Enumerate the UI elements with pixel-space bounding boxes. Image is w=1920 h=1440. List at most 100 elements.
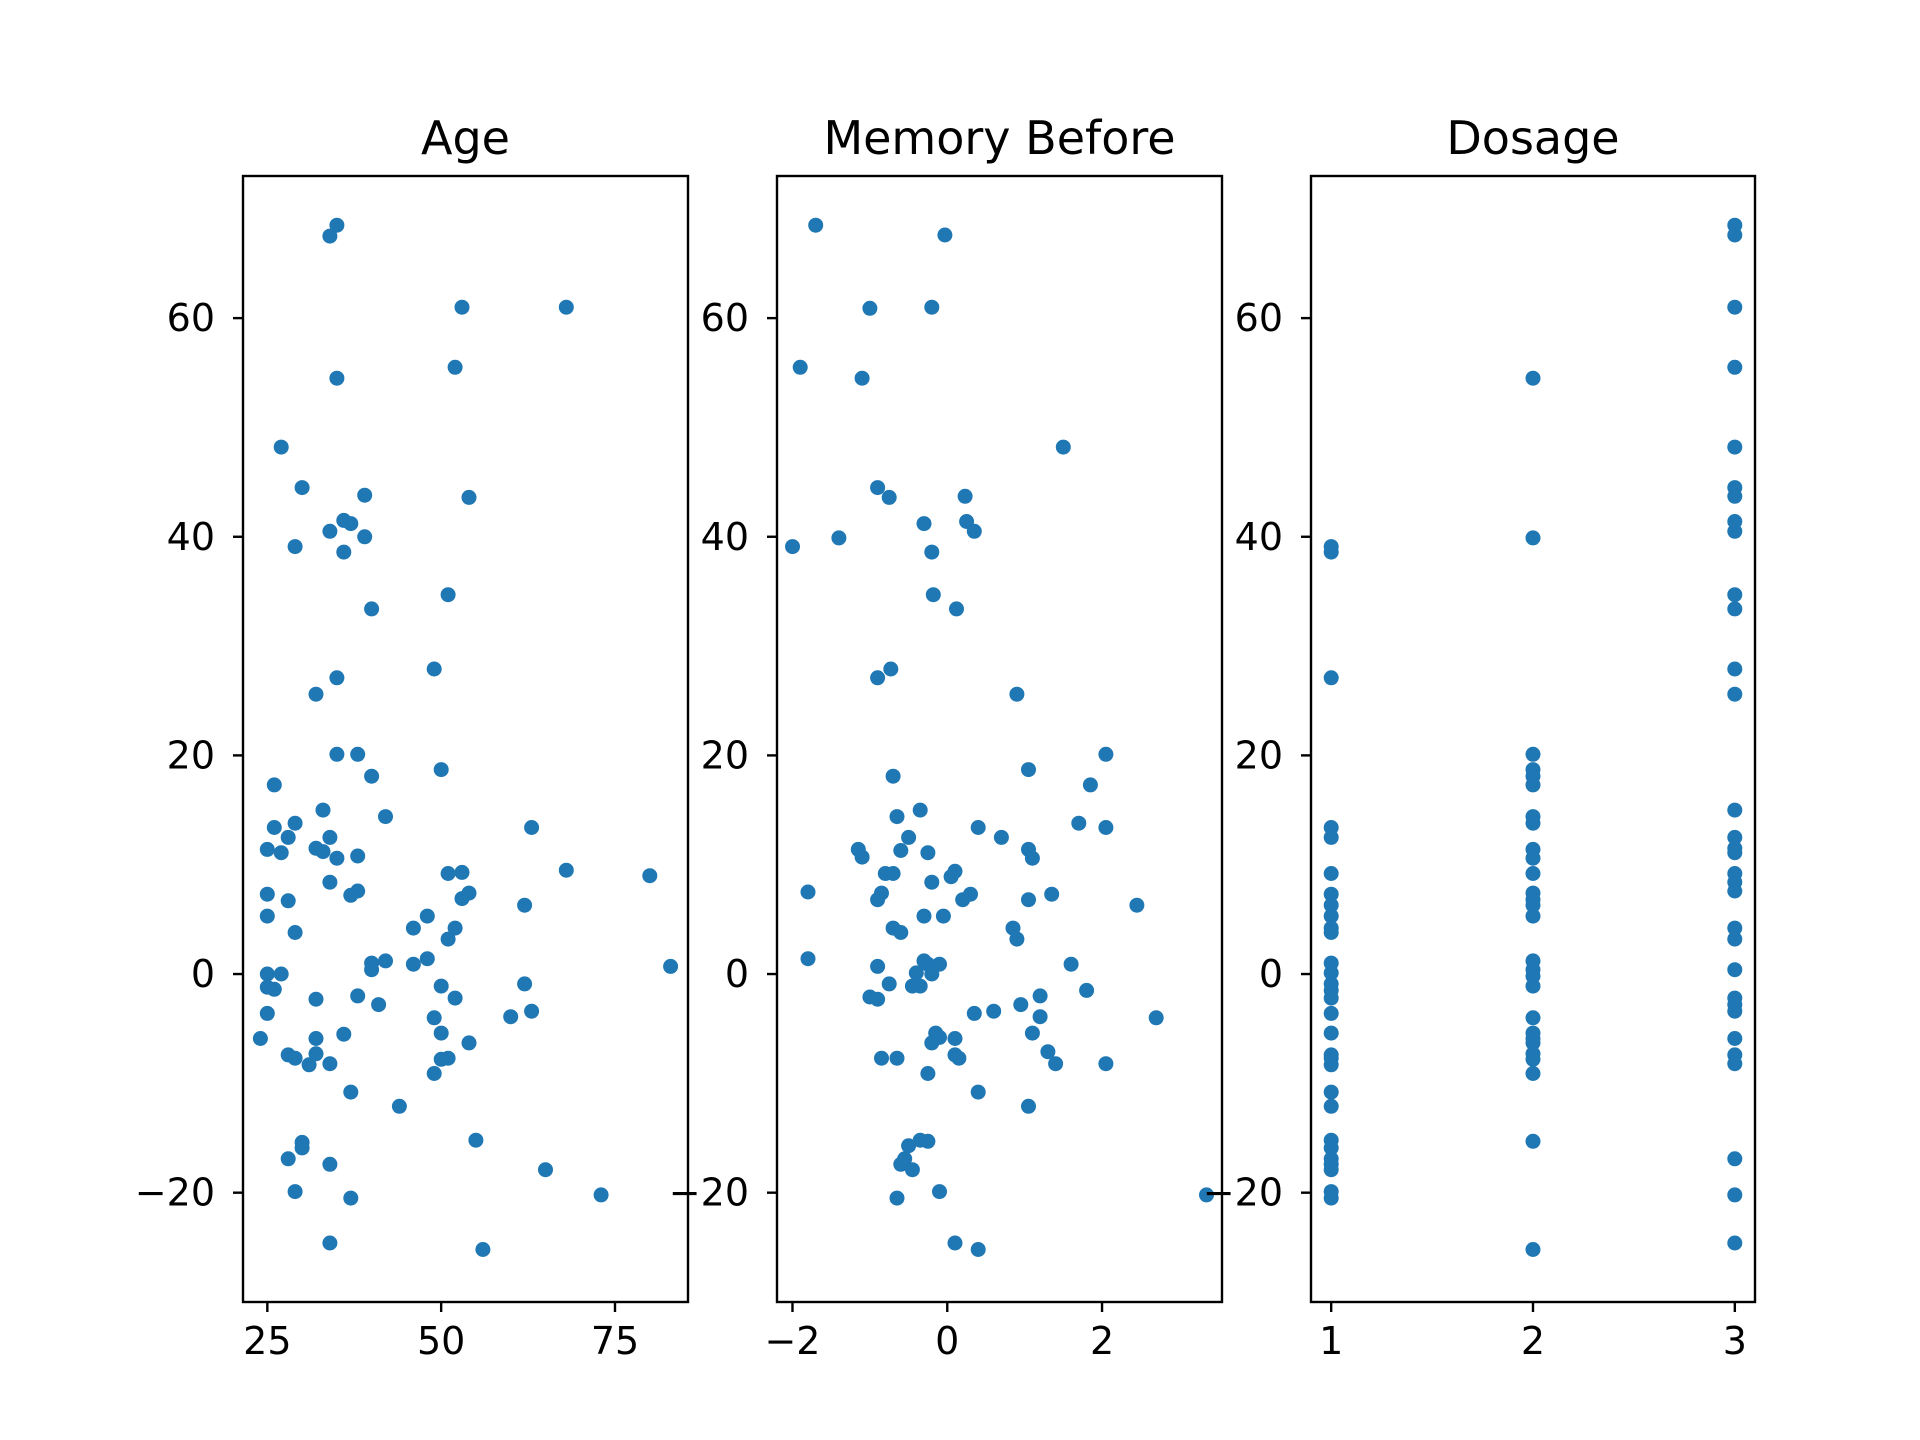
data-point <box>280 829 296 845</box>
data-point <box>1525 370 1541 386</box>
data-point <box>1082 777 1098 793</box>
data-point <box>1727 299 1743 315</box>
data-point <box>287 1050 303 1066</box>
data-point <box>287 1184 303 1200</box>
data-point <box>1727 1235 1743 1251</box>
data-point <box>800 951 816 967</box>
data-point <box>1525 908 1541 924</box>
data-point <box>329 850 345 866</box>
data-point <box>893 1156 909 1172</box>
data-point <box>1727 1003 1743 1019</box>
data-point <box>322 228 338 244</box>
data-point <box>854 849 870 865</box>
data-point <box>912 802 928 818</box>
data-point <box>792 359 808 375</box>
data-point <box>1021 762 1036 778</box>
data-point <box>329 217 345 233</box>
data-point <box>468 1132 484 1148</box>
data-point <box>433 762 449 778</box>
axes-frame <box>1309 174 1757 1304</box>
data-point <box>1727 920 1743 936</box>
data-point <box>854 370 870 386</box>
data-point <box>1323 1005 1339 1021</box>
data-point <box>461 885 477 901</box>
data-point <box>1727 802 1743 818</box>
data-point <box>343 1190 359 1206</box>
data-point <box>308 1031 324 1046</box>
data-point <box>901 829 917 845</box>
data-point <box>881 976 897 992</box>
scatter-points <box>252 217 679 1257</box>
data-point <box>1727 488 1743 504</box>
data-point <box>937 227 953 243</box>
data-point <box>322 829 338 845</box>
data-point <box>343 887 359 903</box>
data-point <box>916 908 932 924</box>
data-point <box>1727 587 1743 603</box>
data-point <box>966 1005 982 1021</box>
data-point <box>322 1056 338 1072</box>
data-point <box>1323 866 1339 881</box>
x-tick-label: 2 <box>1521 1319 1545 1363</box>
data-point <box>883 661 899 677</box>
data-point <box>426 1010 442 1026</box>
data-point <box>1323 1057 1339 1073</box>
data-point <box>433 1025 449 1041</box>
data-point <box>329 670 345 686</box>
data-point <box>1009 686 1025 702</box>
data-point <box>266 981 282 997</box>
data-point <box>1323 670 1339 686</box>
data-point <box>874 1050 889 1066</box>
data-point <box>951 1050 967 1066</box>
data-point <box>315 802 331 818</box>
data-point <box>503 1009 519 1025</box>
data-point <box>1727 227 1743 243</box>
y-tick-label: 40 <box>1235 515 1283 559</box>
data-point <box>947 1031 963 1046</box>
data-point <box>1079 982 1095 998</box>
y-tick-label: −20 <box>1203 1171 1283 1215</box>
data-point <box>970 1084 986 1100</box>
subplot-title: Memory Before <box>823 111 1175 165</box>
data-point <box>1323 544 1339 560</box>
data-point <box>329 370 345 386</box>
data-point <box>259 841 275 857</box>
data-point <box>593 1187 609 1203</box>
data-point <box>1727 439 1743 455</box>
data-point <box>831 530 847 546</box>
data-point <box>901 1138 917 1154</box>
data-point <box>336 544 352 560</box>
data-point <box>889 1050 905 1066</box>
y-tick-label: 40 <box>701 515 749 559</box>
data-point <box>343 516 359 532</box>
data-point <box>808 217 824 233</box>
data-point <box>1040 1044 1056 1060</box>
data-point <box>364 601 380 617</box>
data-point <box>924 966 940 982</box>
data-point <box>957 488 973 504</box>
data-point <box>924 874 940 890</box>
data-point <box>1129 897 1145 913</box>
data-point <box>357 529 373 545</box>
data-point <box>1063 956 1079 972</box>
data-point <box>870 670 886 686</box>
data-point <box>378 953 393 969</box>
y-tick-label: 60 <box>167 296 215 340</box>
data-point <box>949 601 964 617</box>
data-point <box>1044 886 1060 902</box>
subplot-title: Dosage <box>1446 111 1619 165</box>
data-point <box>273 845 289 861</box>
axes-frame <box>241 174 690 1304</box>
data-point <box>308 991 324 1007</box>
data-point <box>947 1235 963 1251</box>
data-point <box>1727 845 1743 861</box>
data-point <box>558 862 574 878</box>
data-point <box>287 539 303 555</box>
data-point <box>440 931 456 947</box>
data-point <box>350 988 366 1004</box>
data-point <box>301 1057 317 1073</box>
data-point <box>1525 850 1541 866</box>
y-tick-label: 0 <box>725 952 749 996</box>
data-point <box>870 958 886 974</box>
